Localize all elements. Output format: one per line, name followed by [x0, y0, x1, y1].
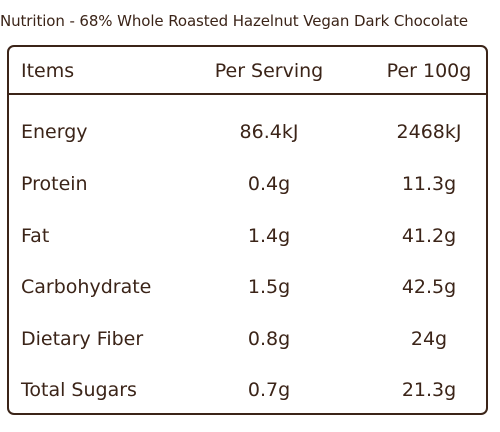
table-row: Energy 86.4kJ 2468kJ [9, 120, 486, 150]
header-per-serving: Per Serving [214, 60, 324, 82]
nutrition-table: Items Per Serving Per 100g Energy 86.4kJ… [7, 45, 488, 415]
nutrient-name: Fat [21, 225, 50, 247]
per-100g-value: 24g [410, 328, 448, 350]
nutrient-name: Protein [21, 173, 88, 195]
nutrient-name: Energy [21, 121, 88, 143]
header-items: Items [21, 60, 75, 82]
table-row: Dietary Fiber 0.8g 24g [9, 327, 486, 357]
per-serving-value: 1.5g [247, 276, 291, 298]
nutrient-name: Dietary Fiber [21, 328, 144, 350]
per-serving-value: 0.8g [247, 328, 291, 350]
page-title: Nutrition - 68% Whole Roasted Hazelnut V… [0, 12, 468, 30]
per-serving-value: 0.7g [247, 379, 291, 401]
per-100g-value: 42.5g [401, 276, 457, 298]
per-100g-value: 11.3g [401, 173, 457, 195]
per-serving-value: 0.4g [247, 173, 291, 195]
per-100g-value: 2468kJ [396, 121, 462, 143]
table-row: Total Sugars 0.7g 21.3g [9, 378, 486, 408]
nutrient-name: Carbohydrate [21, 276, 152, 298]
per-100g-value: 41.2g [401, 225, 457, 247]
per-100g-value: 21.3g [401, 379, 457, 401]
table-header: Items Per Serving Per 100g [9, 47, 486, 95]
header-per-100g: Per 100g [386, 60, 472, 82]
table-row: Protein 0.4g 11.3g [9, 172, 486, 202]
per-serving-value: 86.4kJ [239, 121, 299, 143]
table-row: Carbohydrate 1.5g 42.5g [9, 275, 486, 305]
nutrient-name: Total Sugars [21, 379, 137, 401]
per-serving-value: 1.4g [247, 225, 291, 247]
table-row: Fat 1.4g 41.2g [9, 224, 486, 254]
